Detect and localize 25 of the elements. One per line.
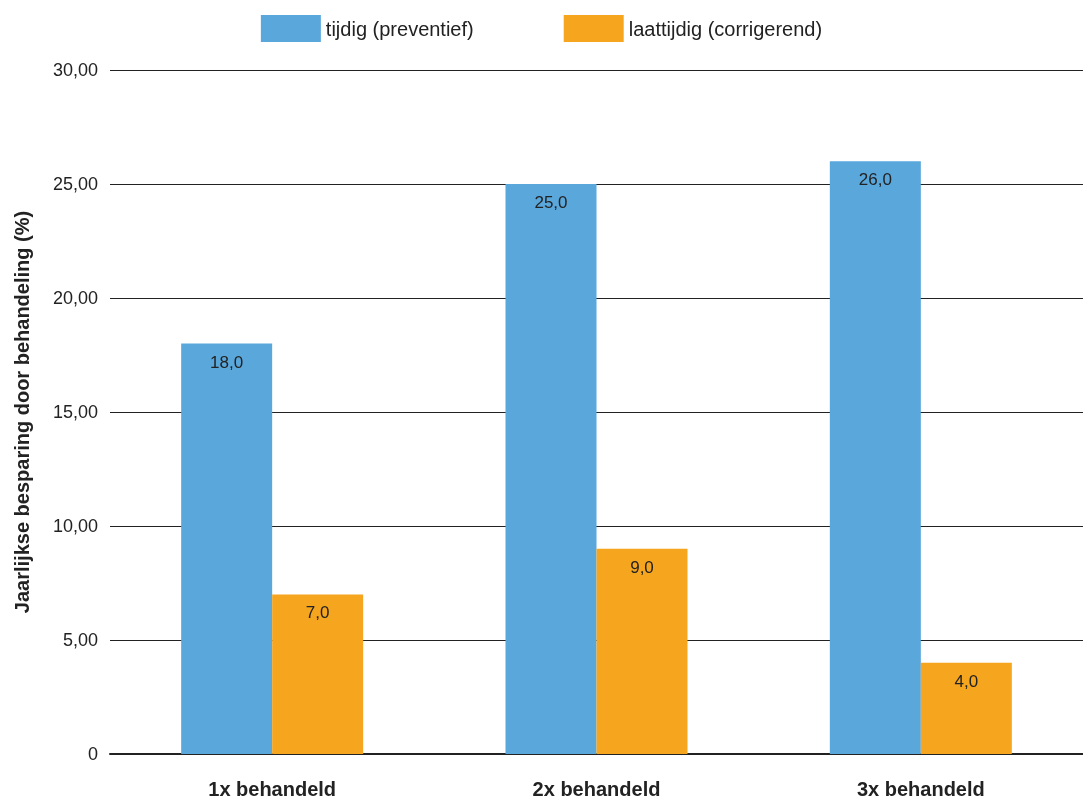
bar — [596, 548, 688, 754]
data-label: 26,0 — [858, 170, 892, 190]
y-axis-title: Jaarlijkse besparing door behandeling (%) — [11, 210, 33, 614]
bar — [505, 184, 597, 754]
legend-label: tijdig (preventief) — [325, 17, 474, 40]
y-tick-label: 5,00 — [62, 630, 98, 650]
x-tick-label: 2x behandeld — [532, 778, 661, 800]
data-label: 9,0 — [630, 557, 654, 577]
y-tick-label: 0 — [87, 744, 98, 764]
data-label: 7,0 — [305, 603, 330, 623]
y-tick-label: 25,00 — [52, 174, 98, 194]
bar — [920, 662, 1012, 754]
bar — [181, 343, 273, 754]
bar — [829, 161, 921, 754]
data-label: 18,0 — [210, 352, 244, 372]
y-tick-label: 20,00 — [52, 288, 98, 308]
x-tick-label: 3x behandeld — [856, 778, 985, 800]
legend-label: laattijdig (corrigerend) — [628, 17, 823, 40]
data-label: 25,0 — [534, 193, 568, 212]
y-tick-label: 30,00 — [52, 60, 98, 80]
bar — [272, 594, 364, 754]
data-label: 4,0 — [954, 671, 979, 691]
y-tick-label: 10,00 — [52, 516, 98, 536]
x-tick-label: 1x behandeld — [208, 778, 337, 800]
y-tick-label: 15,00 — [52, 402, 98, 422]
